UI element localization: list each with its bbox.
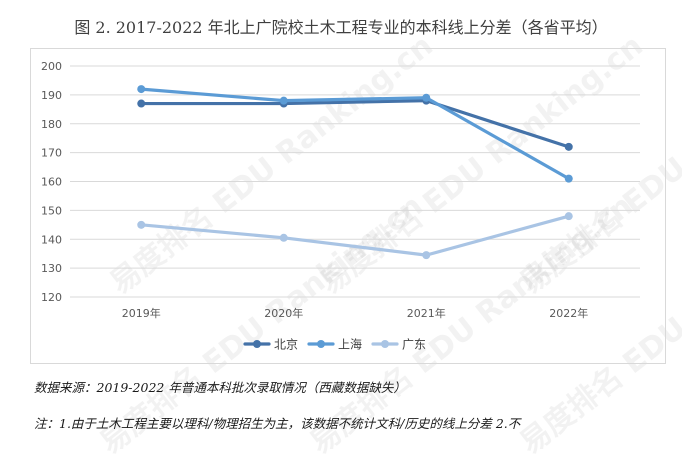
y-tick-label: 170 (41, 147, 62, 160)
series-line-1 (139, 99, 571, 149)
legend-label: 广东 (402, 338, 426, 352)
y-tick-label: 140 (41, 233, 62, 246)
y-tick-label: 150 (41, 204, 62, 217)
chart-figure: 易度排名 EDU Ranking.cn 易度排名 EDU Ranking.cn … (30, 18, 682, 461)
data-point (422, 93, 431, 102)
data-point (564, 174, 573, 183)
data-point (279, 96, 288, 105)
x-tick-label: 2020年 (264, 306, 303, 320)
data-point (137, 99, 146, 108)
chart-title: 图 2. 2017-2022 年北上广院校土木工程专业的本科线上分差（各省平均） (74, 18, 608, 37)
chart-area-frame (30, 48, 666, 364)
data-point (137, 85, 146, 94)
y-tick-label: 130 (41, 262, 62, 275)
data-source-note: 数据来源：2019-2022 年普通本科批次录取情况（西藏数据缺失） (34, 380, 406, 395)
x-tick-label: 2021年 (407, 306, 446, 320)
legend-marker (381, 340, 389, 348)
footnote: 注：1.由于土木工程主要以理科/物理招生为主，该数据不统计文科/历史的线上分差 … (34, 416, 521, 431)
legend-marker (253, 340, 261, 348)
x-tick-label: 2022年 (549, 306, 588, 320)
y-tick-label: 200 (41, 60, 62, 73)
y-tick-label: 190 (41, 89, 62, 102)
y-tick-label: 120 (41, 291, 62, 304)
data-point (279, 233, 288, 242)
data-point (137, 220, 146, 229)
y-tick-label: 180 (41, 118, 62, 131)
legend-marker (317, 340, 325, 348)
data-point (564, 212, 573, 221)
y-tick-label: 160 (41, 176, 62, 189)
data-point (564, 142, 573, 151)
series-line-2 (139, 87, 571, 181)
series-line-3 (139, 214, 571, 257)
line-chart: 120 130 140 150 160 170 180 190 200 2019年 2020年 202… (41, 60, 640, 352)
legend-label: 上海 (338, 337, 362, 352)
data-point (422, 251, 431, 260)
x-tick-label: 2019年 (122, 306, 161, 320)
legend-label: 北京 (274, 338, 298, 352)
